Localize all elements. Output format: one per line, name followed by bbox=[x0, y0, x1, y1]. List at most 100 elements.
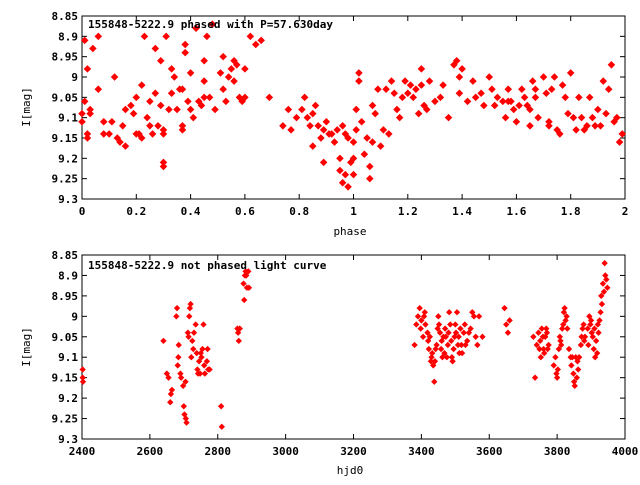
unphased-data-point bbox=[201, 370, 209, 377]
unphased-data-point bbox=[535, 329, 542, 336]
unphased-data-point bbox=[565, 345, 573, 353]
phased-data-point bbox=[349, 138, 358, 146]
unphased-data-point bbox=[586, 313, 593, 320]
unphased-data-point bbox=[464, 337, 471, 345]
unphased-data-point bbox=[554, 366, 561, 373]
phased-data-point bbox=[165, 105, 173, 114]
unphased-data-point bbox=[195, 358, 203, 365]
phased-data-point bbox=[357, 117, 366, 126]
unphased-data-point bbox=[452, 321, 459, 328]
unphased-data-point bbox=[435, 321, 443, 328]
phased-data-point bbox=[539, 73, 548, 81]
phased-data-point bbox=[232, 61, 241, 69]
phased-data-point bbox=[504, 85, 513, 93]
phased-data-point bbox=[425, 77, 434, 85]
phased-data-point bbox=[480, 101, 488, 110]
unphased-data-point bbox=[542, 333, 549, 340]
unphased-data-point bbox=[199, 345, 206, 353]
unphased-y-tick-label: 9.3 bbox=[58, 433, 78, 446]
phased-data-point bbox=[178, 126, 187, 134]
phased-data-point bbox=[83, 65, 92, 73]
unphased-data-point bbox=[457, 325, 464, 332]
phased-data-point bbox=[458, 65, 466, 73]
unphased-data-point bbox=[555, 345, 562, 353]
phased-data-point bbox=[336, 166, 344, 175]
unphased-data-point bbox=[560, 309, 568, 316]
unphased-data-point bbox=[421, 309, 428, 316]
unphased-data-point bbox=[437, 345, 445, 353]
unphased-data-point bbox=[455, 333, 462, 340]
unphased-x-tick-label: 2600 bbox=[137, 445, 164, 458]
phased-points bbox=[78, 20, 627, 191]
unphased-data-point bbox=[503, 321, 510, 328]
phased-data-point bbox=[520, 93, 529, 102]
phased-data-point bbox=[162, 32, 170, 41]
unphased-data-point bbox=[537, 354, 545, 361]
unphased-data-point bbox=[173, 313, 180, 320]
unphased-data-point bbox=[452, 329, 460, 336]
unphased-chart: 2400 2600 2800 3000 3200 3400 3600 3800 4000 8.85… bbox=[20, 249, 638, 477]
unphased-data-point bbox=[448, 337, 455, 345]
unphased-data-point bbox=[580, 321, 587, 328]
phased-y-tick-label: 9.25 bbox=[52, 173, 79, 186]
unphased-data-point bbox=[426, 333, 434, 340]
unphased-data-point bbox=[186, 304, 194, 312]
phased-data-point bbox=[181, 48, 189, 57]
unphased-data-point bbox=[598, 292, 605, 300]
phased-data-point bbox=[181, 40, 189, 49]
unphased-data-point bbox=[530, 333, 537, 340]
phased-data-point bbox=[471, 93, 480, 102]
unphased-data-point bbox=[189, 337, 196, 345]
phased-data-point bbox=[208, 20, 217, 28]
phased-data-point bbox=[118, 122, 127, 130]
unphased-data-point bbox=[568, 362, 575, 369]
phased-data-point bbox=[444, 113, 453, 122]
unphased-data-point bbox=[587, 321, 594, 328]
unphased-data-point bbox=[425, 345, 433, 353]
phased-data-point bbox=[292, 113, 301, 122]
unphased-data-point bbox=[543, 329, 551, 336]
phased-x-tick-label: 1.4 bbox=[452, 205, 472, 218]
unphased-data-point bbox=[442, 333, 449, 340]
unphased-data-point bbox=[600, 288, 608, 295]
unphased-y-tick-label: 9.2 bbox=[58, 392, 78, 405]
phased-data-point bbox=[431, 97, 439, 106]
phased-data-point bbox=[531, 85, 540, 93]
unphased-data-point bbox=[467, 325, 474, 332]
unphased-data-point bbox=[460, 329, 467, 336]
unphased-data-point bbox=[241, 296, 248, 304]
phased-data-point bbox=[349, 154, 358, 163]
phased-data-point bbox=[417, 81, 426, 89]
phased-data-point bbox=[178, 85, 187, 93]
phased-data-point bbox=[509, 105, 518, 114]
phased-data-point bbox=[156, 101, 165, 110]
unphased-x-tick-label: 2800 bbox=[205, 445, 232, 458]
phased-data-point bbox=[360, 150, 369, 159]
unphased-data-point bbox=[596, 317, 603, 324]
unphased-data-point bbox=[188, 354, 195, 361]
unphased-y-tick-label: 9.15 bbox=[52, 372, 79, 385]
unphased-y-tick-label: 9.1 bbox=[58, 351, 78, 364]
unphased-y-tick-label: 9.05 bbox=[52, 331, 79, 344]
phased-data-point bbox=[322, 117, 331, 126]
phased-data-point bbox=[607, 61, 616, 69]
phased-data-point bbox=[455, 89, 464, 98]
phased-data-point bbox=[338, 178, 347, 187]
unphased-data-point bbox=[422, 321, 429, 328]
unphased-y-tick-label: 9.25 bbox=[52, 413, 79, 426]
unphased-data-point bbox=[591, 325, 598, 332]
unphased-data-point bbox=[603, 276, 610, 283]
unphased-data-point bbox=[545, 341, 552, 349]
phased-data-point bbox=[594, 105, 602, 114]
unphased-data-point bbox=[186, 313, 193, 320]
phased-data-point bbox=[501, 113, 510, 122]
phased-data-point bbox=[94, 85, 103, 93]
phased-data-point bbox=[602, 109, 610, 118]
unphased-data-point bbox=[175, 341, 182, 349]
unphased-data-point bbox=[574, 358, 581, 365]
unphased-data-point bbox=[544, 345, 551, 353]
phased-data-point bbox=[556, 130, 564, 138]
phased-data-point bbox=[385, 130, 393, 138]
unphased-data-point bbox=[438, 337, 445, 345]
